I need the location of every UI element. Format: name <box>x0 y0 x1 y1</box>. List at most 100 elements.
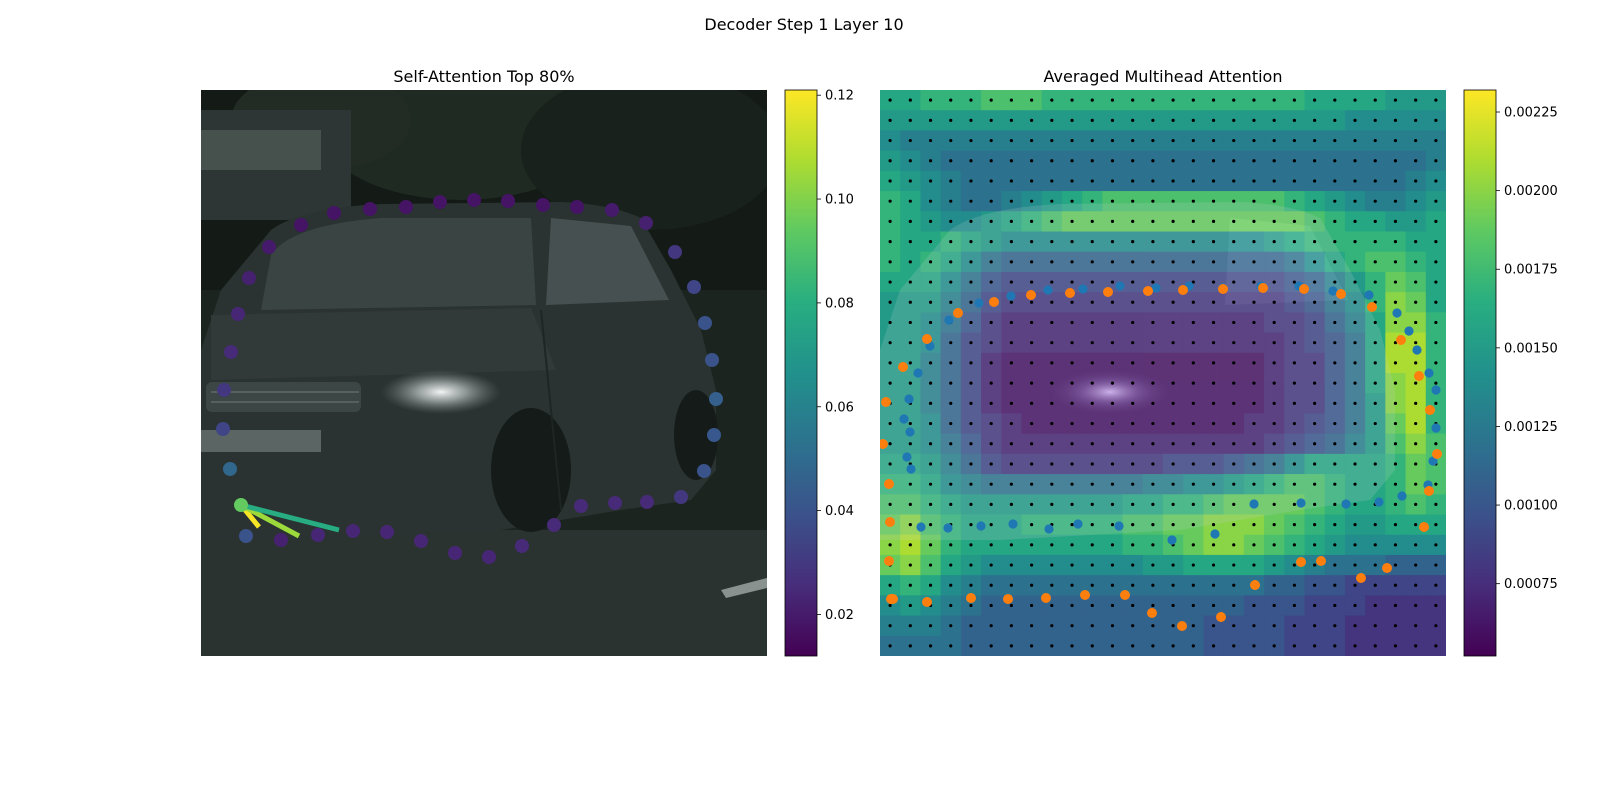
grid-dot <box>1292 381 1296 385</box>
grid-dot <box>928 543 933 547</box>
grid-dot <box>1292 179 1296 183</box>
grid-dot <box>928 624 933 628</box>
orange-point <box>953 308 963 318</box>
grid-dot <box>1090 421 1094 426</box>
grid-dot <box>1333 502 1337 506</box>
grid-dot <box>908 421 912 426</box>
grid-dot <box>969 118 973 122</box>
grid-dot <box>1110 583 1115 587</box>
attention-point <box>216 422 230 436</box>
grid-dot <box>1070 502 1074 506</box>
attention-point <box>231 307 245 321</box>
grid-dot <box>1373 98 1377 102</box>
grid-dot <box>1151 583 1155 587</box>
grid-dot <box>928 138 933 143</box>
grid-dot <box>1313 199 1317 203</box>
grid-dot <box>1030 401 1034 405</box>
grid-dot <box>908 138 912 143</box>
grid-dot <box>1050 603 1054 608</box>
grid-dot <box>1070 300 1074 304</box>
orange-point <box>880 439 888 449</box>
grid-dot <box>1009 381 1013 385</box>
attention-point <box>363 202 377 216</box>
grid-dot <box>1272 159 1276 163</box>
grid-dot <box>928 401 933 405</box>
grid-dot <box>949 482 953 486</box>
grid-dot <box>1171 118 1175 122</box>
grid-dot <box>1090 462 1094 466</box>
grid-dot <box>1211 199 1216 203</box>
grid-dot <box>1393 179 1398 183</box>
grid-dot <box>1414 583 1418 587</box>
grid-dot <box>1292 603 1296 608</box>
grid-dot <box>928 219 933 223</box>
blue-point <box>1078 284 1088 294</box>
grid-dot <box>1232 199 1236 203</box>
grid-dot <box>1272 260 1276 264</box>
grid-dot <box>1009 462 1013 466</box>
grid-dot <box>1151 260 1155 264</box>
grid-dot <box>1131 219 1135 223</box>
grid-dot <box>1090 118 1094 122</box>
orange-point <box>881 397 891 407</box>
grid-dot <box>1434 624 1438 628</box>
orange-point <box>1424 486 1434 496</box>
grid-dot <box>1171 361 1175 365</box>
colorbar-gradient <box>784 89 818 657</box>
grid-dot <box>1131 583 1135 587</box>
orange-point <box>1120 590 1130 600</box>
grid-dot <box>1030 300 1034 304</box>
grid-dot <box>1131 543 1135 547</box>
grid-dot <box>1373 421 1377 426</box>
grid-dot <box>1272 502 1276 506</box>
grid-dot <box>1070 240 1074 244</box>
grid-dot <box>1292 563 1296 567</box>
grid-dot <box>1030 442 1034 446</box>
grid-dot <box>1393 199 1398 203</box>
grid-dot <box>1191 118 1195 122</box>
grid-dot <box>969 219 973 223</box>
grid-dot <box>1131 240 1135 244</box>
grid-dot <box>1171 563 1175 567</box>
grid-dot <box>1252 118 1256 122</box>
grid-dot <box>1373 523 1377 527</box>
grid-dot <box>1050 361 1054 365</box>
grid-dot <box>1353 280 1357 284</box>
grid-dot <box>1313 260 1317 264</box>
grid-dot <box>1232 179 1236 183</box>
grid-dot <box>949 98 953 102</box>
grid-dot <box>1070 563 1074 567</box>
grid-dot <box>908 179 912 183</box>
orange-point <box>922 597 932 607</box>
grid-dot <box>928 260 933 264</box>
grid-dot <box>1110 199 1115 203</box>
grid-dot <box>1171 401 1175 405</box>
grid-dot <box>1353 118 1357 122</box>
grid-dot <box>1090 260 1094 264</box>
grid-dot <box>1373 260 1377 264</box>
grid-dot <box>1333 563 1337 567</box>
grid-dot <box>1353 138 1357 143</box>
grid-dot <box>1333 280 1337 284</box>
grid-dot <box>1434 280 1438 284</box>
grid-dot <box>1414 401 1418 405</box>
grid-dot <box>1191 563 1195 567</box>
grid-dot <box>1211 219 1216 223</box>
grid-dot <box>1353 563 1357 567</box>
grid-dot <box>1131 381 1135 385</box>
attention-point <box>217 383 231 397</box>
grid-dot <box>1070 138 1074 143</box>
grid-dot <box>1110 159 1115 163</box>
grid-dot <box>1393 240 1398 244</box>
averaged-attention-title: Averaged Multihead Attention <box>1044 67 1283 86</box>
grid-dot <box>1090 644 1094 648</box>
grid-dot <box>1232 159 1236 163</box>
attention-point <box>380 525 394 539</box>
grid-dot <box>888 421 892 426</box>
grid-dot <box>1292 240 1296 244</box>
grid-dot <box>1353 179 1357 183</box>
grid-dot <box>989 381 993 385</box>
grid-dot <box>1131 280 1135 284</box>
grid-dot <box>1393 300 1398 304</box>
grid-dot <box>1090 381 1094 385</box>
